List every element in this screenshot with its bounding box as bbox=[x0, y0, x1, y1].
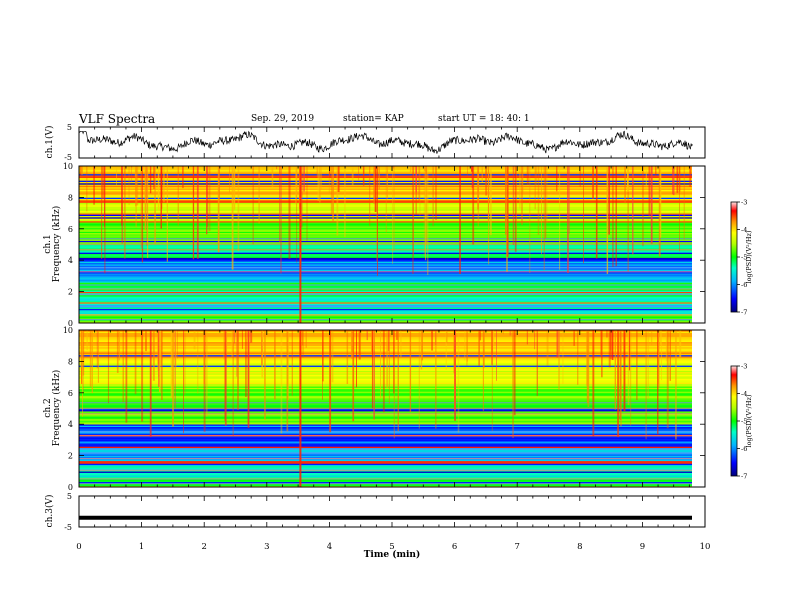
xtick-label-5: 5 bbox=[389, 542, 394, 552]
colorbar-tick--4: -4 bbox=[741, 226, 747, 234]
colorbar-tick--5: -5 bbox=[741, 254, 747, 262]
colorbar-tick--4: -4 bbox=[741, 390, 747, 398]
ch3-voltage-label: ch.3(V) bbox=[44, 495, 55, 528]
ytick-label-2: 2 bbox=[68, 288, 73, 297]
ytick-label-10: 10 bbox=[63, 326, 73, 335]
x-axis-label: Time (min) bbox=[364, 549, 421, 560]
ch1-spectrogram-image bbox=[79, 166, 705, 324]
ch1-waveform-panel: 5 -5 ch.1(V) bbox=[44, 123, 706, 162]
colorbar-tick--3: -3 bbox=[741, 199, 747, 207]
xtick-label-4: 4 bbox=[327, 542, 332, 552]
ytick-label-8: 8 bbox=[68, 193, 73, 202]
xtick-label-9: 9 bbox=[640, 542, 645, 552]
ch2-colorbar-label: log(PSD)(V²/Hz) bbox=[745, 394, 753, 447]
ytick-label-4: 4 bbox=[68, 256, 73, 265]
xtick-label-7: 7 bbox=[514, 542, 519, 552]
ch2-frequency-axis-label: Frequency (kHz) bbox=[51, 370, 62, 447]
ch1-frequency-axis-label: Frequency (kHz) bbox=[51, 206, 62, 283]
ch2-spectrogram-image bbox=[79, 330, 705, 488]
xtick-label-3: 3 bbox=[264, 542, 269, 552]
ch1-colorbar-label: log(PSD)(V²/Hz) bbox=[745, 230, 753, 283]
ytick-label-2: 2 bbox=[68, 452, 73, 461]
start-time-label: start UT = 18: 40: 1 bbox=[438, 114, 530, 124]
xtick-label-10: 10 bbox=[700, 542, 711, 552]
colorbar-tick--6: -6 bbox=[741, 445, 747, 453]
ch2-channel-label: ch.2 bbox=[43, 398, 53, 417]
colorbar-tick--3: -3 bbox=[741, 363, 747, 371]
ytick-label-6: 6 bbox=[68, 225, 73, 234]
ytick-label-4: 4 bbox=[68, 420, 73, 429]
xtick-label-0: 0 bbox=[76, 542, 81, 552]
ytick-label-8: 8 bbox=[68, 357, 73, 366]
colorbar-tick--7: -7 bbox=[741, 309, 747, 317]
xtick-label-6: 6 bbox=[452, 542, 457, 552]
ch2-colorbar bbox=[730, 365, 738, 477]
ch3-ytick-bottom: -5 bbox=[64, 523, 72, 532]
ytick-label-10: 10 bbox=[63, 162, 73, 171]
xtick-label-8: 8 bbox=[577, 542, 582, 552]
xtick-label-2: 2 bbox=[201, 542, 206, 552]
ch1-waveform-line bbox=[79, 130, 693, 154]
ch1-ytick-bottom: -5 bbox=[64, 153, 72, 162]
xtick-label-1: 1 bbox=[139, 542, 144, 552]
colorbar-tick--7: -7 bbox=[741, 473, 747, 481]
ch1-ytick-top: 5 bbox=[67, 123, 72, 132]
figure-title: VLF Spectra bbox=[79, 112, 156, 126]
ch1-voltage-label: ch.1(V) bbox=[44, 126, 55, 159]
ch1-channel-label: ch.1 bbox=[43, 234, 53, 253]
ytick-label-0: 0 bbox=[68, 319, 73, 328]
station-label: station= KAP bbox=[343, 114, 404, 124]
ch3-waveform-panel: 5 -5 ch.3(V) 0 1 2 3 4 5 6 7 8 9 10 Time (min) bbox=[44, 127, 710, 560]
ch1-colorbar bbox=[730, 201, 738, 313]
ch3-ytick-top: 5 bbox=[67, 492, 72, 501]
ytick-label-0: 0 bbox=[68, 483, 73, 492]
colorbar-tick--6: -6 bbox=[741, 281, 747, 289]
colorbar-tick--5: -5 bbox=[741, 418, 747, 426]
date-label: Sep. 29, 2019 bbox=[251, 114, 315, 124]
ytick-label-6: 6 bbox=[68, 389, 73, 398]
